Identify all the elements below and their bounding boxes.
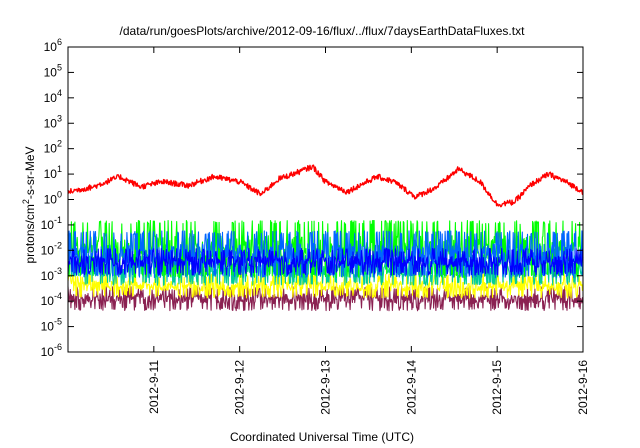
y-tick-exponent: 1 [57, 164, 62, 174]
y-tick-base: 10 [41, 345, 55, 359]
y-tick-label: 10-4 [41, 291, 62, 308]
y-tick-exponent: -6 [54, 342, 62, 352]
y-tick-base: 10 [44, 65, 58, 79]
y-tick-base: 10 [41, 269, 55, 283]
y-tick-exponent: -5 [54, 317, 62, 327]
y-tick-label: 106 [44, 37, 62, 54]
x-tick-label: 2012-9-12 [233, 360, 247, 415]
x-tick-label: 2012-9-11 [147, 360, 161, 414]
x-ticks: 2012-9-11 2012-9-12 2012-9-13 2012-9-14 2012… [147, 47, 590, 415]
x-tick-label: 2012-9-13 [319, 360, 333, 415]
y-tick-label: 100 [44, 190, 62, 207]
y-tick-label: 104 [44, 88, 62, 105]
y-tick-exponent: -2 [54, 240, 62, 250]
y-tick-label: 10-5 [41, 317, 62, 334]
series-line-6 [67, 164, 584, 208]
y-tick-exponent: 5 [57, 62, 62, 72]
y-tick-base: 10 [41, 294, 55, 308]
y-tick-exponent: -1 [54, 215, 62, 225]
y-tick-exponent: -3 [54, 266, 62, 276]
y-tick-exponent: 6 [57, 37, 62, 47]
y-tick-exponent: 0 [57, 190, 62, 200]
series-line-5 [67, 247, 584, 276]
series-layer [67, 164, 584, 312]
y-tick-exponent: 2 [57, 139, 62, 149]
y-tick-label: 101 [44, 164, 62, 181]
y-tick-base: 10 [44, 91, 58, 105]
y-tick-exponent: 4 [57, 88, 62, 98]
x-tick-label: 2012-9-16 [576, 360, 590, 415]
y-tick-base: 10 [41, 243, 55, 257]
x-tick-label: 2012-9-15 [490, 360, 504, 415]
y-tick-label: 10-1 [41, 215, 62, 232]
y-tick-base: 10 [44, 116, 58, 130]
y-axis-label: protons/cm2-s-sr-MeV [21, 146, 37, 263]
y-tick-exponent: -4 [54, 291, 62, 301]
y-tick-label: 10-6 [41, 342, 62, 359]
y-tick-label: 103 [44, 113, 62, 130]
y-tick-base: 10 [41, 320, 55, 334]
y-tick-label: 10-2 [41, 240, 62, 257]
series-line-0 [67, 286, 584, 312]
y-tick-base: 10 [44, 142, 58, 156]
y-tick-base: 10 [44, 167, 58, 181]
y-tick-label: 10-3 [41, 266, 62, 283]
y-tick-label: 105 [44, 62, 62, 79]
chart-title: /data/run/goesPlots/archive/2012-09-16/f… [120, 24, 526, 38]
x-tick-label: 2012-9-14 [404, 360, 418, 415]
x-axis-label: Coordinated Universal Time (UTC) [230, 430, 414, 444]
y-ticks: 10-610-510-410-310-210-11001011021031041… [41, 37, 583, 359]
y-tick-base: 10 [41, 218, 55, 232]
y-tick-label: 102 [44, 139, 62, 156]
y-tick-base: 10 [44, 40, 58, 54]
y-tick-exponent: 3 [57, 113, 62, 123]
series-line-4 [67, 230, 584, 279]
y-tick-base: 10 [44, 193, 58, 207]
